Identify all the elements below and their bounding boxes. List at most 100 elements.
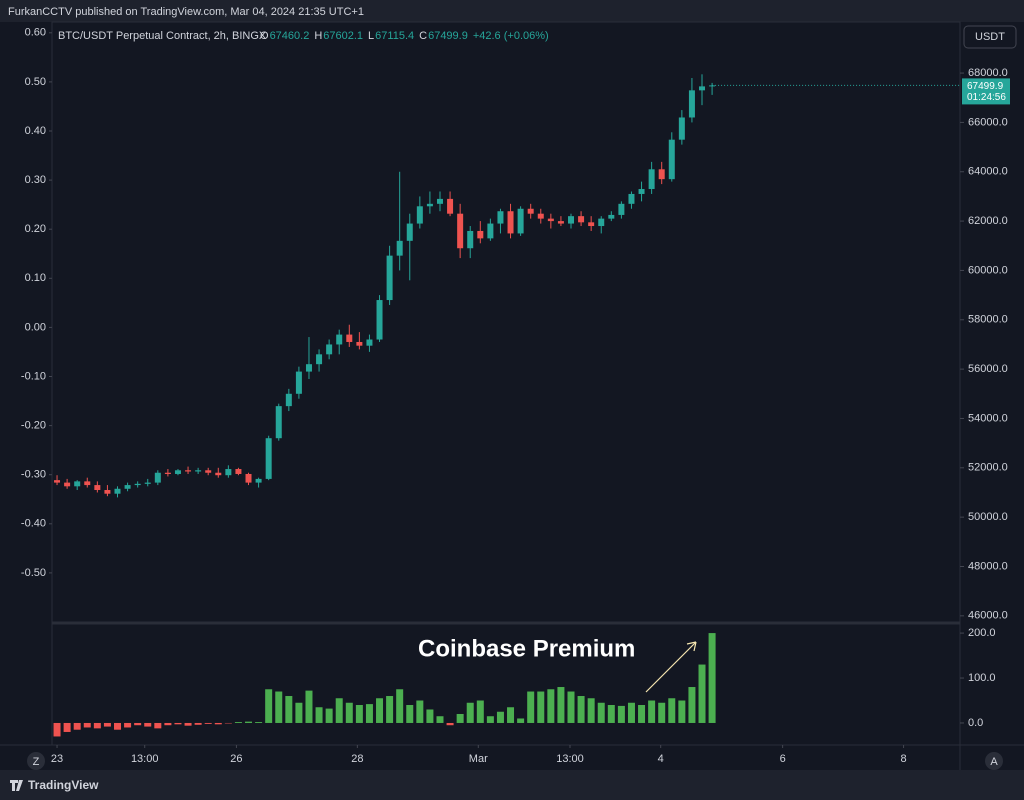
candle-body	[316, 354, 323, 365]
y2-tick-label: -0.10	[21, 370, 46, 382]
bar	[476, 700, 484, 723]
candle-body	[598, 218, 605, 227]
bar	[416, 700, 424, 723]
ohlc-value: 67499.9	[428, 30, 468, 42]
candle-body	[134, 483, 141, 486]
x-tick-label: 23	[51, 753, 63, 765]
bar	[537, 691, 545, 723]
bar	[114, 722, 122, 730]
candle-body	[164, 472, 171, 474]
candle-body	[497, 211, 504, 224]
candle-body	[416, 206, 423, 224]
annotation-arrowhead	[686, 641, 697, 652]
brand-name: TradingView	[28, 778, 99, 792]
auto-button-label[interactable]: A	[990, 756, 998, 768]
candle-body	[195, 470, 202, 472]
candle-body	[245, 473, 252, 483]
bar	[315, 707, 323, 723]
candle-body	[235, 469, 242, 474]
y-tick-label: 68000.0	[968, 67, 1008, 79]
candle-body	[688, 90, 695, 118]
bar	[245, 721, 253, 723]
bar	[466, 702, 474, 723]
change-label: +42.6 (+0.06%)	[473, 30, 549, 42]
bar	[255, 722, 263, 723]
candle-body	[104, 490, 111, 494]
bar	[53, 722, 61, 737]
bar	[507, 707, 515, 723]
candle-body	[557, 221, 564, 224]
bar	[184, 722, 192, 726]
candle-body	[396, 240, 403, 256]
candle-body	[205, 470, 212, 473]
candle-body	[648, 169, 655, 190]
candle-body	[477, 230, 484, 239]
candle-body	[305, 364, 312, 372]
bar	[365, 704, 373, 723]
candle-body	[527, 208, 534, 214]
zoom-button-label[interactable]: Z	[33, 756, 40, 768]
bar	[164, 722, 172, 726]
candle-body	[507, 211, 514, 234]
candle-body	[467, 230, 474, 249]
ohlc-letter: C	[419, 30, 427, 42]
bar	[617, 705, 625, 723]
annotation-arrow	[645, 641, 697, 693]
bar	[73, 722, 81, 730]
candle-body	[618, 203, 625, 215]
candle-body	[285, 393, 292, 407]
bar	[93, 722, 101, 729]
candle-body	[406, 223, 413, 241]
y2-tick-label: 0.10	[25, 272, 46, 284]
bar	[295, 702, 303, 723]
ohlc-value: 67115.4	[375, 30, 414, 42]
candle-body	[517, 208, 524, 234]
brand-logo	[10, 780, 23, 791]
candle-body	[658, 169, 665, 180]
currency-button[interactable]	[963, 25, 1017, 49]
y-tick-label: 50000.0	[968, 511, 1008, 523]
bar	[234, 722, 242, 723]
candle-body	[154, 472, 161, 483]
candle-body	[215, 472, 222, 476]
candle-body	[124, 485, 131, 489]
bar	[305, 690, 313, 723]
candle-body	[426, 203, 433, 207]
candle-body	[326, 344, 333, 355]
candle-body	[185, 470, 192, 472]
bar	[577, 696, 585, 723]
y-tick-label: 100.0	[968, 672, 996, 684]
auto-button[interactable]	[985, 752, 1003, 770]
bar	[436, 716, 444, 723]
bar	[396, 689, 404, 723]
y2-tick-label: 0.60	[25, 27, 46, 39]
candle-body	[487, 223, 494, 239]
y-tick-label: 62000.0	[968, 215, 1008, 227]
y2-tick-label: 0.40	[25, 125, 46, 137]
bar	[688, 687, 696, 723]
bar	[426, 709, 434, 723]
ohlc-value: 67602.1	[323, 30, 363, 42]
bar	[83, 722, 91, 728]
candle-body	[255, 478, 262, 483]
footer-bar	[0, 770, 1024, 800]
x-tick-label: 8	[901, 753, 907, 765]
bar	[325, 708, 333, 723]
bar	[204, 722, 212, 724]
candle-body	[578, 216, 585, 223]
x-tick-label: 6	[780, 753, 786, 765]
zoom-button[interactable]	[27, 752, 45, 770]
header-bar	[0, 0, 1024, 22]
y2-tick-label: 0.00	[25, 321, 46, 333]
candle-body	[457, 213, 464, 249]
price-tag-countdown: 01:24:56	[967, 92, 1006, 103]
candle-body	[74, 481, 81, 487]
bar	[345, 702, 353, 723]
currency-button-label[interactable]: USDT	[975, 31, 1005, 43]
candle-body	[346, 334, 353, 342]
candle-body	[588, 222, 595, 227]
y-tick-label: 64000.0	[968, 166, 1008, 178]
candle-body	[336, 334, 343, 345]
candle-body	[547, 218, 554, 222]
